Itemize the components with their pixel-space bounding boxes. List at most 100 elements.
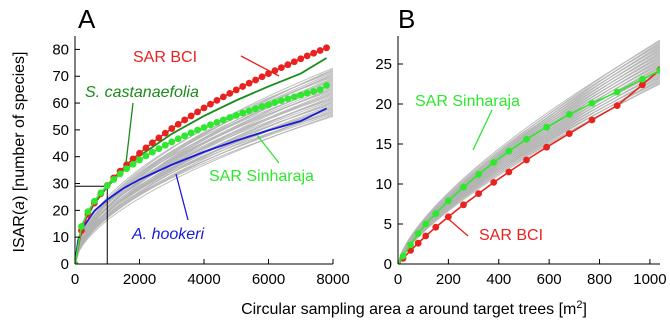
sar-sinharaja-label-b: SAR Sinharaja <box>415 93 520 110</box>
sar-bci-point <box>187 112 195 120</box>
sar-sinharaja-point <box>323 81 330 89</box>
envelope-curve <box>75 68 333 264</box>
x-tick-label: 400 <box>486 271 511 288</box>
x-tick-label: 1000 <box>633 271 666 288</box>
envelope-curve <box>75 106 333 264</box>
sar-sinharaja-point <box>78 223 85 230</box>
sar-sinharaja-point <box>123 165 130 173</box>
sar-bci-point <box>226 90 234 97</box>
y-axis-title: ISAR(a) [number of species] <box>11 52 28 253</box>
s-castanaefolia-arrow <box>125 102 134 164</box>
sar-bci-point <box>432 223 440 231</box>
panel-b-plot: 0 5 10 15 20 25 0 200 400 600 800 1000 SAR Sinharaj… <box>375 36 667 288</box>
sar-sinharaja-point <box>414 230 422 238</box>
sar-sinharaja-point <box>407 241 414 249</box>
sar-bci-point <box>316 47 324 54</box>
sar-sinharaja-point <box>194 126 201 134</box>
sar-bci-point <box>278 64 285 72</box>
sar-bci-point <box>303 52 311 60</box>
sar-bci-point <box>174 120 182 128</box>
envelope-curve <box>75 109 333 264</box>
sar-bci-point <box>252 76 259 84</box>
envelope-curve <box>75 101 333 264</box>
sar-bci-label-a: SAR BCI <box>133 49 197 66</box>
sar-bci-point <box>149 139 156 147</box>
sar-bci-point <box>258 73 266 81</box>
panel-b-label: B <box>398 4 415 34</box>
sar-bci-point <box>181 116 189 124</box>
sar-sinharaja-point <box>252 105 259 113</box>
x-tick-label: 0 <box>394 271 402 288</box>
y-tick-label: 70 <box>52 68 69 85</box>
sar-sinharaja-point <box>84 208 92 216</box>
panel-a-annotations: SAR BCI S. castanaefolia SAR Sinharaja A… <box>85 49 314 243</box>
sar-sinharaja-point <box>226 114 234 121</box>
sar-sinharaja-point <box>290 93 298 101</box>
panel-a-series <box>75 44 330 264</box>
envelope-curve <box>398 41 660 264</box>
sar-bci-point <box>444 213 452 221</box>
a-hookeri-line <box>75 107 327 264</box>
sar-sinharaja-point <box>258 103 266 110</box>
sar-sinharaja-point <box>103 182 111 190</box>
sar-bci-point <box>161 129 169 137</box>
sar-bci-point <box>129 155 137 163</box>
sar-sinharaja-point <box>422 220 430 228</box>
s-castanaefolia-label: S. castanaefolia <box>85 84 199 101</box>
sar-sinharaja-label-a: SAR Sinharaja <box>209 168 314 185</box>
sar-bci-point <box>543 143 551 151</box>
sar-sinharaja-point <box>232 111 240 119</box>
sar-bci-point <box>232 86 240 94</box>
x-axis-title: Circular sampling area a around target t… <box>241 299 587 318</box>
sar-sinharaja-point <box>97 189 105 197</box>
y-tick-label: 20 <box>52 202 69 219</box>
envelope-curve <box>75 91 333 264</box>
sar-bci-point <box>213 96 221 104</box>
sar-sinharaja-point <box>316 86 324 94</box>
sar-bci-point <box>565 130 573 138</box>
sar-bci-point <box>414 239 422 247</box>
sar-bci-point <box>284 61 292 69</box>
sar-bci-point <box>323 44 330 52</box>
envelope-curve <box>75 114 333 264</box>
sar-sinharaja-point <box>129 160 137 168</box>
envelope-curve <box>398 45 660 264</box>
y-tick-label: 15 <box>375 136 392 153</box>
sar-sinharaja-point <box>213 118 221 126</box>
y-tick-label: 0 <box>384 256 392 273</box>
sar-sinharaja-point <box>155 145 163 153</box>
sar-bci-point <box>297 55 305 63</box>
y-tick-label: 0 <box>61 256 69 273</box>
sar-bci-point <box>207 100 214 108</box>
sar-bci-point <box>310 49 318 57</box>
envelope-curve <box>75 73 333 264</box>
sar-sinharaja-point <box>271 99 279 106</box>
sar-bci-label-b: SAR BCI <box>479 227 543 244</box>
x-tick-label: 0 <box>71 271 79 288</box>
sar-bci-point <box>200 104 208 112</box>
sar-sinharaja-point <box>181 132 189 140</box>
sar-bci-point <box>460 201 467 209</box>
sar-sinharaja-point <box>265 101 272 109</box>
sar-bci-point <box>588 116 596 124</box>
panel-a-axes: 0 10 20 30 40 50 60 70 80 0 2000 4000 6000 8000 <box>52 36 350 288</box>
sar-sinharaja-point <box>310 88 318 95</box>
sar-sinharaja-arrow-a <box>256 134 280 164</box>
x-tick-label: 6000 <box>252 271 285 288</box>
x-tick-label: 8000 <box>316 271 349 288</box>
sar-sinharaja-point <box>168 138 176 146</box>
sar-sinharaja-point <box>245 107 253 115</box>
sar-sinharaja-point <box>460 183 467 191</box>
sar-sinharaja-point <box>284 95 292 103</box>
sar-sinharaja-point <box>505 147 513 155</box>
sar-sinharaja-point <box>444 197 452 205</box>
sar-sinharaja-point <box>174 135 182 143</box>
y-tick-label: 30 <box>52 176 69 193</box>
sar-bci-point <box>475 190 483 198</box>
sar-sinharaja-point <box>588 99 596 107</box>
x-tick-label: 800 <box>587 271 612 288</box>
sar-sinharaja-point <box>523 135 530 143</box>
y-tick-label: 10 <box>375 176 392 193</box>
x-tick-label: 4000 <box>187 271 220 288</box>
